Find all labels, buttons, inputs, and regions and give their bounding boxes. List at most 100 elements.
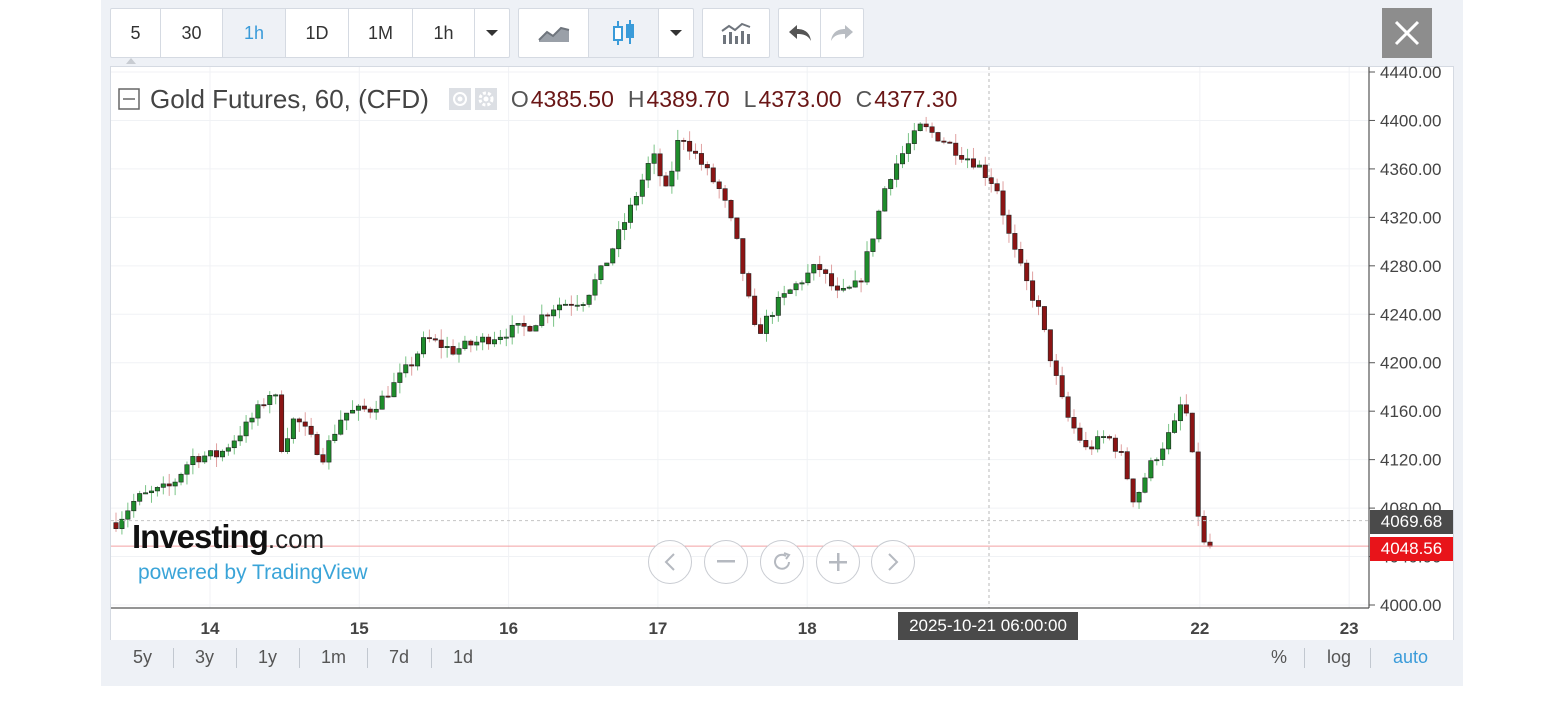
candle-body — [1177, 404, 1183, 422]
candle-body — [574, 304, 580, 307]
candle-body — [639, 179, 645, 197]
candle-body — [184, 464, 190, 475]
y-tick-label: 4360.00 — [1380, 160, 1441, 179]
chevron-right-icon — [888, 553, 899, 571]
candle-body — [196, 456, 202, 463]
candle-body — [917, 123, 923, 132]
interval-30[interactable]: 30 — [161, 9, 223, 57]
scroll-right-button[interactable] — [871, 540, 915, 584]
candle-body — [769, 315, 775, 317]
range-separator — [431, 648, 432, 668]
log-scale-button[interactable]: log — [1327, 647, 1352, 667]
y-tick-label: 4440.00 — [1380, 63, 1441, 82]
candle-body — [131, 500, 137, 512]
candle-body — [1083, 440, 1089, 448]
candle-body — [935, 132, 941, 142]
reset-chart-button[interactable] — [760, 540, 804, 584]
candle-body — [350, 409, 356, 414]
candle-body — [793, 283, 799, 291]
range-1m[interactable]: 1m — [321, 647, 347, 667]
candle-body — [1124, 451, 1130, 480]
range-7d[interactable]: 7d — [389, 647, 410, 667]
interval-1m[interactable]: 1M — [349, 9, 413, 57]
candle-body — [882, 188, 888, 212]
chart-type-dropdown[interactable] — [659, 9, 693, 57]
candle-body — [846, 286, 852, 289]
candle-body — [1000, 190, 1006, 216]
auto-scale-button[interactable]: auto — [1393, 647, 1429, 667]
eye-icon[interactable] — [448, 88, 471, 110]
candle-body — [119, 518, 125, 529]
interval-dropdown[interactable] — [475, 9, 509, 57]
candle-body — [870, 238, 876, 252]
candle-body — [651, 153, 657, 164]
candle-body — [976, 164, 982, 168]
candle-body — [627, 204, 633, 223]
line-chart-button[interactable] — [519, 9, 589, 57]
candle-body — [515, 323, 521, 326]
candle-body — [148, 490, 154, 494]
chart-legend: Gold Futures, 60, (CFD) O 4385.50 H 4389.7… — [118, 84, 957, 114]
candle-body — [137, 493, 143, 502]
investing-logo[interactable]: Investing.com — [132, 518, 324, 556]
redo-button[interactable] — [821, 9, 863, 57]
interval-1h[interactable]: 1h — [223, 9, 286, 57]
candle-body — [361, 405, 367, 410]
range-bar — [110, 640, 1454, 676]
candle-body — [533, 325, 539, 332]
candle-body — [1201, 515, 1207, 543]
candle-body — [432, 338, 438, 341]
candle-body — [279, 394, 285, 452]
candle-body — [953, 142, 959, 156]
interval-5[interactable]: 5 — [111, 9, 161, 57]
candle-body — [397, 372, 403, 383]
range-1d[interactable]: 1d — [453, 647, 474, 667]
caret-down-icon — [670, 30, 682, 36]
candle-body — [208, 450, 214, 457]
candle-body — [681, 140, 687, 142]
candlestick-button[interactable] — [589, 9, 659, 57]
powered-by-tradingview-link[interactable]: powered by TradingView — [138, 561, 368, 584]
scale-separator — [1370, 648, 1371, 668]
open-label: O — [510, 85, 529, 112]
collapse-icon[interactable] — [118, 88, 140, 110]
candle-body — [296, 418, 302, 423]
settings-gear-icon[interactable] — [474, 88, 497, 110]
candle-body — [1160, 448, 1166, 460]
candle-body — [1030, 280, 1036, 301]
candle-body — [202, 455, 208, 463]
candle-body — [959, 155, 965, 160]
indicators-button[interactable] — [703, 9, 769, 57]
candle-body — [965, 158, 971, 161]
candle-body — [858, 280, 864, 283]
interval-toolbar: 5 30 1h 1D 1M 1h — [110, 8, 510, 58]
scroll-left-button[interactable] — [648, 540, 692, 584]
candle-body — [444, 346, 450, 348]
candle-body — [722, 188, 728, 201]
interval-1d[interactable]: 1D — [286, 9, 349, 57]
undo-button[interactable] — [779, 9, 821, 57]
x-tick-label: 15 — [350, 619, 369, 638]
range-3y[interactable]: 3y — [195, 647, 215, 667]
percent-scale-button[interactable]: % — [1271, 647, 1288, 667]
candle-body — [1136, 492, 1142, 503]
candle-body — [687, 140, 693, 152]
zoom-out-button[interactable] — [704, 540, 748, 584]
candle-body — [527, 325, 533, 332]
candle-body — [746, 273, 752, 297]
candle-body — [284, 438, 290, 452]
interval-1h-custom[interactable]: 1h — [413, 9, 475, 57]
range-5y[interactable]: 5y — [133, 647, 153, 667]
range-1y[interactable]: 1y — [258, 647, 278, 667]
candle-body — [249, 417, 255, 423]
candle-body — [829, 273, 835, 287]
zoom-in-button[interactable] — [816, 540, 860, 584]
range-separator — [367, 648, 368, 668]
candle-body — [716, 181, 722, 189]
close-button[interactable] — [1382, 8, 1432, 58]
x-tick-label: 16 — [499, 619, 518, 638]
candle-body — [610, 248, 616, 264]
crosshair-price-label: 4069.68 — [1370, 510, 1453, 534]
candle-body — [799, 282, 805, 285]
